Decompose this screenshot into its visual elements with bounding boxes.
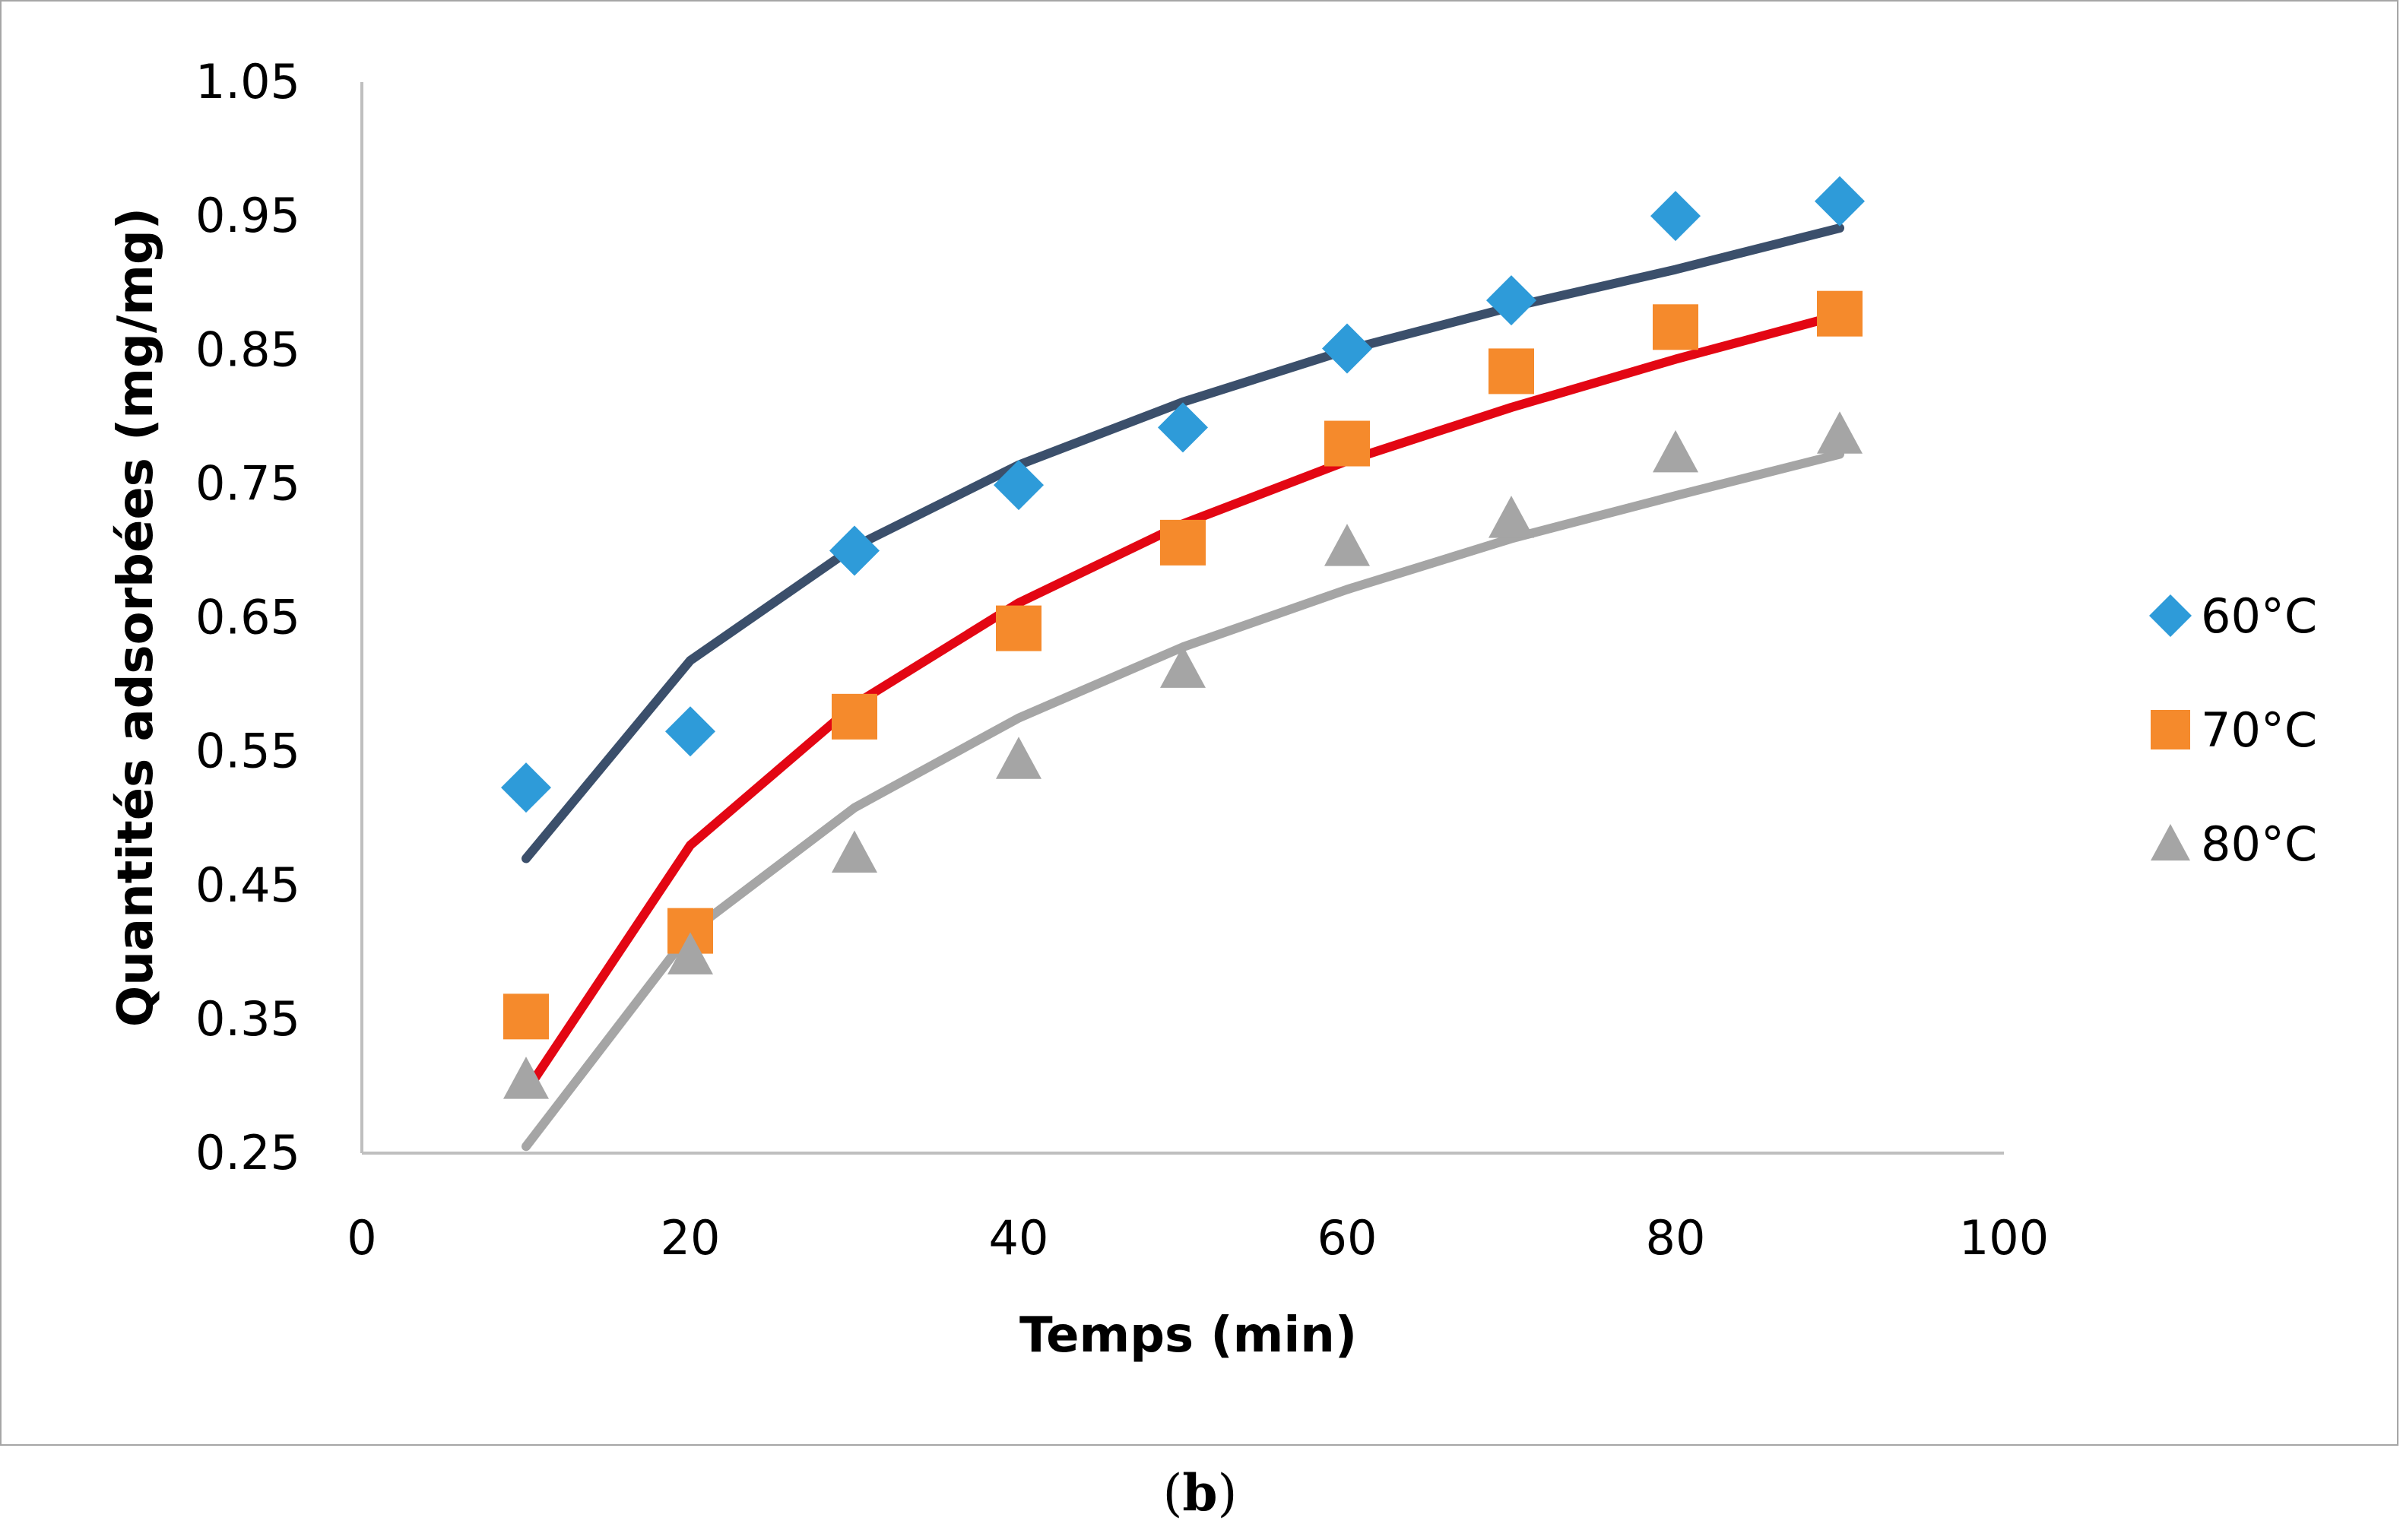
y-tick-label: 0.75 — [195, 455, 300, 511]
chart-frame — [0, 0, 2398, 1446]
data-point-triangle — [996, 737, 1041, 779]
trendline-60°C — [522, 223, 1844, 863]
data-point-diamond — [1158, 402, 1208, 453]
y-tick-label: 0.95 — [195, 188, 300, 243]
y-tick-label: 0.45 — [195, 857, 300, 913]
data-point-square — [1653, 304, 1698, 350]
data-point-square — [1324, 420, 1370, 467]
data-point-square — [1489, 348, 1534, 395]
data-point-triangle — [1489, 496, 1534, 538]
y-tick-label: 0.25 — [195, 1125, 300, 1180]
data-point-triangle — [1160, 645, 1206, 688]
caption-open: ( — [1162, 1464, 1183, 1523]
data-points — [501, 176, 1865, 1099]
x-tick-label: 80 — [1646, 1210, 1706, 1266]
legend-label: 60°C — [2201, 588, 2317, 644]
data-point-square — [832, 693, 877, 740]
data-point-diamond — [1650, 191, 1701, 242]
data-point-diamond — [829, 525, 880, 576]
x-tick-label: 40 — [989, 1210, 1049, 1266]
legend-label: 70°C — [2201, 702, 2317, 758]
legend-label: 80°C — [2201, 816, 2317, 872]
legend: 60°C 70°C 80°C — [2149, 588, 2317, 872]
legend-marker-diamond — [2149, 594, 2192, 637]
x-axis-title: Temps (min) — [1019, 1307, 1357, 1364]
y-tick-label: 0.65 — [195, 590, 300, 645]
data-point-diamond — [501, 762, 551, 813]
chart: 0.25 0.35 0.45 0.55 0.65 0.75 0.85 0.95 1.05 0 20… — [108, 54, 2317, 1364]
x-tick-label: 100 — [1959, 1210, 2049, 1266]
data-point-square — [503, 993, 549, 1040]
legend-marker-square — [2151, 710, 2190, 749]
y-tick-label: 0.85 — [195, 322, 300, 377]
legend-marker-triangle — [2151, 824, 2190, 861]
y-tick-labels: 0.25 0.35 0.45 0.55 0.65 0.75 0.85 0.95 1.05 — [195, 54, 300, 1180]
data-point-triangle — [1653, 429, 1698, 473]
data-point-square — [1160, 519, 1206, 566]
x-tick-label: 20 — [661, 1210, 721, 1266]
data-point-triangle — [832, 830, 877, 873]
caption-close: ) — [1217, 1464, 1238, 1523]
y-tick-label: 0.35 — [195, 991, 300, 1047]
y-tick-label: 0.55 — [195, 724, 300, 779]
x-tick-label: 0 — [347, 1210, 376, 1266]
data-point-diamond — [1486, 275, 1536, 326]
data-point-square — [1817, 290, 1863, 337]
x-tick-labels: 0 20 40 60 80 100 — [347, 1210, 2049, 1266]
data-point-triangle — [503, 1057, 549, 1099]
data-point-triangle — [1324, 524, 1370, 566]
data-point-diamond — [1322, 323, 1372, 374]
y-tick-label: 1.05 — [195, 54, 300, 109]
data-point-diamond — [994, 460, 1044, 511]
data-point-triangle — [1817, 411, 1863, 454]
data-point-diamond — [665, 706, 715, 757]
x-tick-label: 60 — [1317, 1210, 1378, 1266]
caption-letter: b — [1182, 1463, 1218, 1523]
y-axis-title: Quantités adsorbées (mg/mg) — [108, 208, 164, 1027]
data-point-triangle — [667, 932, 713, 974]
figure-caption: (b) — [0, 1463, 2400, 1523]
data-point-diamond — [1815, 176, 1865, 227]
axes — [360, 82, 2004, 1155]
data-point-square — [996, 605, 1041, 651]
